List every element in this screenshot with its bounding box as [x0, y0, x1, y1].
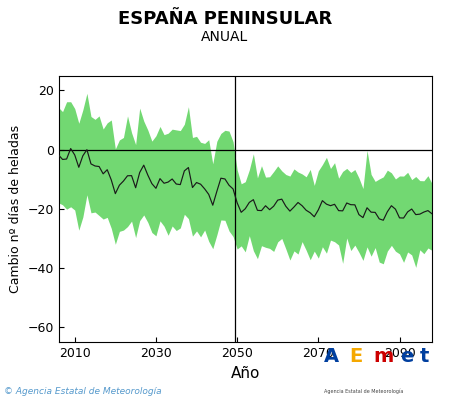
Text: e: e	[400, 347, 414, 366]
Text: ANUAL: ANUAL	[202, 30, 248, 44]
Text: © Agencia Estatal de Meteorología: © Agencia Estatal de Meteorología	[4, 387, 162, 396]
Text: t: t	[420, 347, 429, 366]
Text: A: A	[324, 347, 339, 366]
Y-axis label: Cambio nº días de heladas: Cambio nº días de heladas	[9, 125, 22, 293]
Text: E: E	[350, 347, 363, 366]
Text: ESPAÑA PENINSULAR: ESPAÑA PENINSULAR	[118, 10, 332, 28]
Text: Agencia Estatal de Meteorología: Agencia Estatal de Meteorología	[324, 388, 403, 394]
Text: m: m	[373, 347, 393, 366]
X-axis label: Año: Año	[230, 366, 260, 381]
